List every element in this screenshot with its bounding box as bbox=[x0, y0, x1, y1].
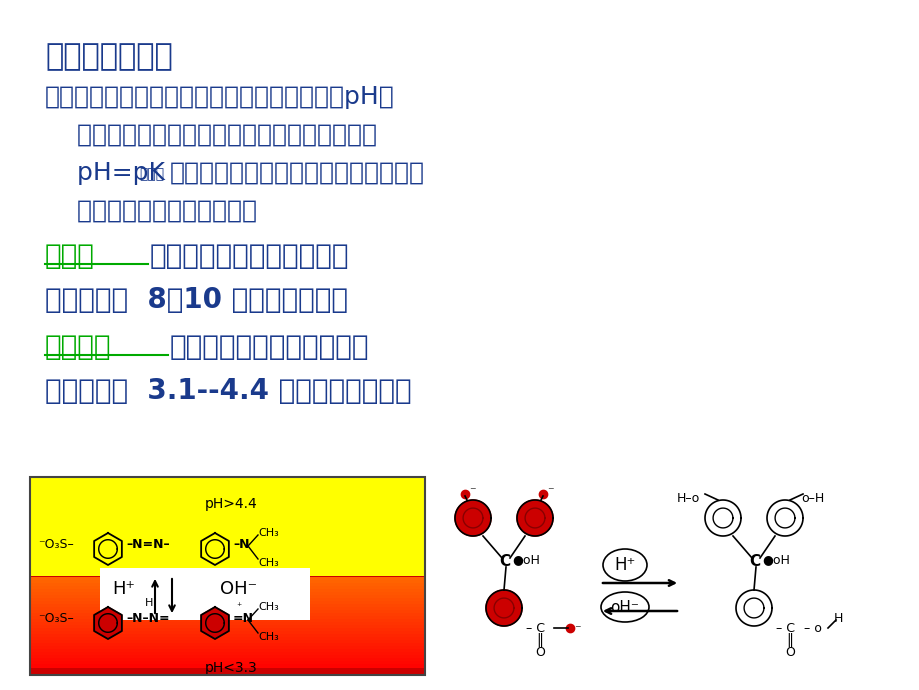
Text: H⁺: H⁺ bbox=[112, 580, 135, 598]
Bar bbox=[30, 607, 425, 611]
Text: OH⁻: OH⁻ bbox=[220, 580, 256, 598]
Text: H⁺: H⁺ bbox=[614, 556, 635, 574]
Text: o–H: o–H bbox=[800, 492, 823, 505]
Bar bbox=[30, 661, 425, 665]
Bar bbox=[30, 625, 425, 629]
Bar bbox=[30, 598, 425, 602]
Text: =N: =N bbox=[233, 611, 254, 624]
Bar bbox=[30, 580, 425, 584]
Text: O: O bbox=[784, 646, 794, 658]
Bar bbox=[30, 610, 425, 614]
Text: ‖: ‖ bbox=[785, 633, 792, 647]
Text: pH=pK: pH=pK bbox=[45, 161, 165, 185]
Bar bbox=[30, 637, 425, 641]
Text: pH>4.4: pH>4.4 bbox=[205, 497, 257, 511]
Polygon shape bbox=[94, 607, 121, 639]
Text: CH₃: CH₃ bbox=[257, 632, 278, 642]
Bar bbox=[30, 604, 425, 608]
Polygon shape bbox=[201, 607, 229, 639]
Polygon shape bbox=[455, 500, 491, 536]
Bar bbox=[30, 576, 425, 675]
Bar bbox=[30, 477, 425, 576]
Text: 变色范围：  3.1--4.4 ，黄色变橙红色。: 变色范围： 3.1--4.4 ，黄色变橙红色。 bbox=[45, 377, 411, 405]
Text: C: C bbox=[748, 555, 759, 569]
Text: 偶氮类结构，酸滴碱时用。: 偶氮类结构，酸滴碱时用。 bbox=[170, 333, 369, 361]
Text: – o: – o bbox=[803, 622, 821, 635]
Text: CH₃: CH₃ bbox=[257, 602, 278, 612]
Text: 批示剂: 批示剂 bbox=[140, 167, 165, 181]
Text: O: O bbox=[535, 646, 544, 658]
Bar bbox=[30, 613, 425, 617]
Bar bbox=[30, 664, 425, 668]
Bar bbox=[30, 631, 425, 635]
Bar bbox=[30, 658, 425, 662]
Bar bbox=[30, 589, 425, 593]
Bar bbox=[30, 583, 425, 587]
Text: –N–N=: –N–N= bbox=[126, 611, 169, 624]
Polygon shape bbox=[766, 500, 802, 536]
Text: 一、酸碱指示剂: 一、酸碱指示剂 bbox=[45, 42, 173, 71]
Text: H: H bbox=[834, 611, 843, 624]
Text: ●oH: ●oH bbox=[512, 553, 539, 566]
Bar bbox=[30, 634, 425, 638]
Bar bbox=[30, 616, 425, 620]
Text: 酚酞：: 酚酞： bbox=[45, 242, 95, 270]
Text: oH⁻: oH⁻ bbox=[610, 600, 639, 615]
Polygon shape bbox=[704, 500, 740, 536]
Text: C: C bbox=[498, 555, 509, 569]
Text: ‖: ‖ bbox=[536, 633, 542, 647]
Text: 时为其的理论变色点，而变色范围则是: 时为其的理论变色点，而变色范围则是 bbox=[169, 161, 424, 185]
Bar bbox=[30, 640, 425, 644]
Bar bbox=[30, 622, 425, 626]
Bar bbox=[30, 643, 425, 647]
Text: H–o: H–o bbox=[676, 492, 699, 505]
Polygon shape bbox=[94, 533, 121, 565]
Text: ●oH: ●oH bbox=[761, 553, 789, 566]
Text: 变色范围：  8－10 ，无色变红色。: 变色范围： 8－10 ，无色变红色。 bbox=[45, 286, 347, 314]
Bar bbox=[30, 595, 425, 599]
Text: ⁺: ⁺ bbox=[236, 602, 241, 612]
Text: 依靠眼睛观察出来的。如：: 依靠眼睛观察出来的。如： bbox=[45, 199, 256, 223]
Polygon shape bbox=[201, 533, 229, 565]
Bar bbox=[30, 577, 425, 581]
Polygon shape bbox=[735, 590, 771, 626]
Ellipse shape bbox=[600, 592, 648, 622]
Text: ⁻: ⁻ bbox=[573, 624, 580, 636]
Text: 三苯甲烷类，碱滴酸时用。: 三苯甲烷类，碱滴酸时用。 bbox=[150, 242, 349, 270]
Text: – C: – C bbox=[775, 622, 794, 635]
Bar bbox=[30, 655, 425, 659]
Bar bbox=[30, 592, 425, 596]
Bar bbox=[30, 601, 425, 605]
Text: 甲基橙：: 甲基橙： bbox=[45, 333, 111, 361]
Text: ⁻: ⁻ bbox=[547, 486, 553, 498]
Bar bbox=[30, 649, 425, 653]
Polygon shape bbox=[485, 590, 521, 626]
Text: ⁻O₃S–: ⁻O₃S– bbox=[38, 538, 74, 551]
Text: 酸碱指示剂：一类有颜色的有机物质，随溶液pH的: 酸碱指示剂：一类有颜色的有机物质，随溶液pH的 bbox=[45, 85, 394, 109]
Bar bbox=[30, 652, 425, 656]
Text: –N=N–: –N=N– bbox=[126, 538, 169, 551]
Ellipse shape bbox=[602, 549, 646, 581]
Bar bbox=[30, 477, 425, 675]
Text: ⁻: ⁻ bbox=[469, 486, 475, 498]
Text: 不同呈现不同颜色，颜色与结构相互关联。当: 不同呈现不同颜色，颜色与结构相互关联。当 bbox=[45, 123, 377, 147]
Bar bbox=[100, 568, 310, 620]
Text: pH<3.3: pH<3.3 bbox=[205, 661, 257, 675]
Polygon shape bbox=[516, 500, 552, 536]
Bar bbox=[30, 619, 425, 623]
Text: CH₃: CH₃ bbox=[257, 528, 278, 538]
Bar bbox=[30, 586, 425, 590]
Text: – C: – C bbox=[526, 622, 544, 635]
Text: ⁻O₃S–: ⁻O₃S– bbox=[38, 611, 74, 624]
Bar bbox=[30, 646, 425, 650]
Text: –N: –N bbox=[233, 538, 249, 551]
Text: CH₃: CH₃ bbox=[257, 558, 278, 568]
Text: H: H bbox=[145, 598, 153, 608]
Bar bbox=[30, 628, 425, 632]
